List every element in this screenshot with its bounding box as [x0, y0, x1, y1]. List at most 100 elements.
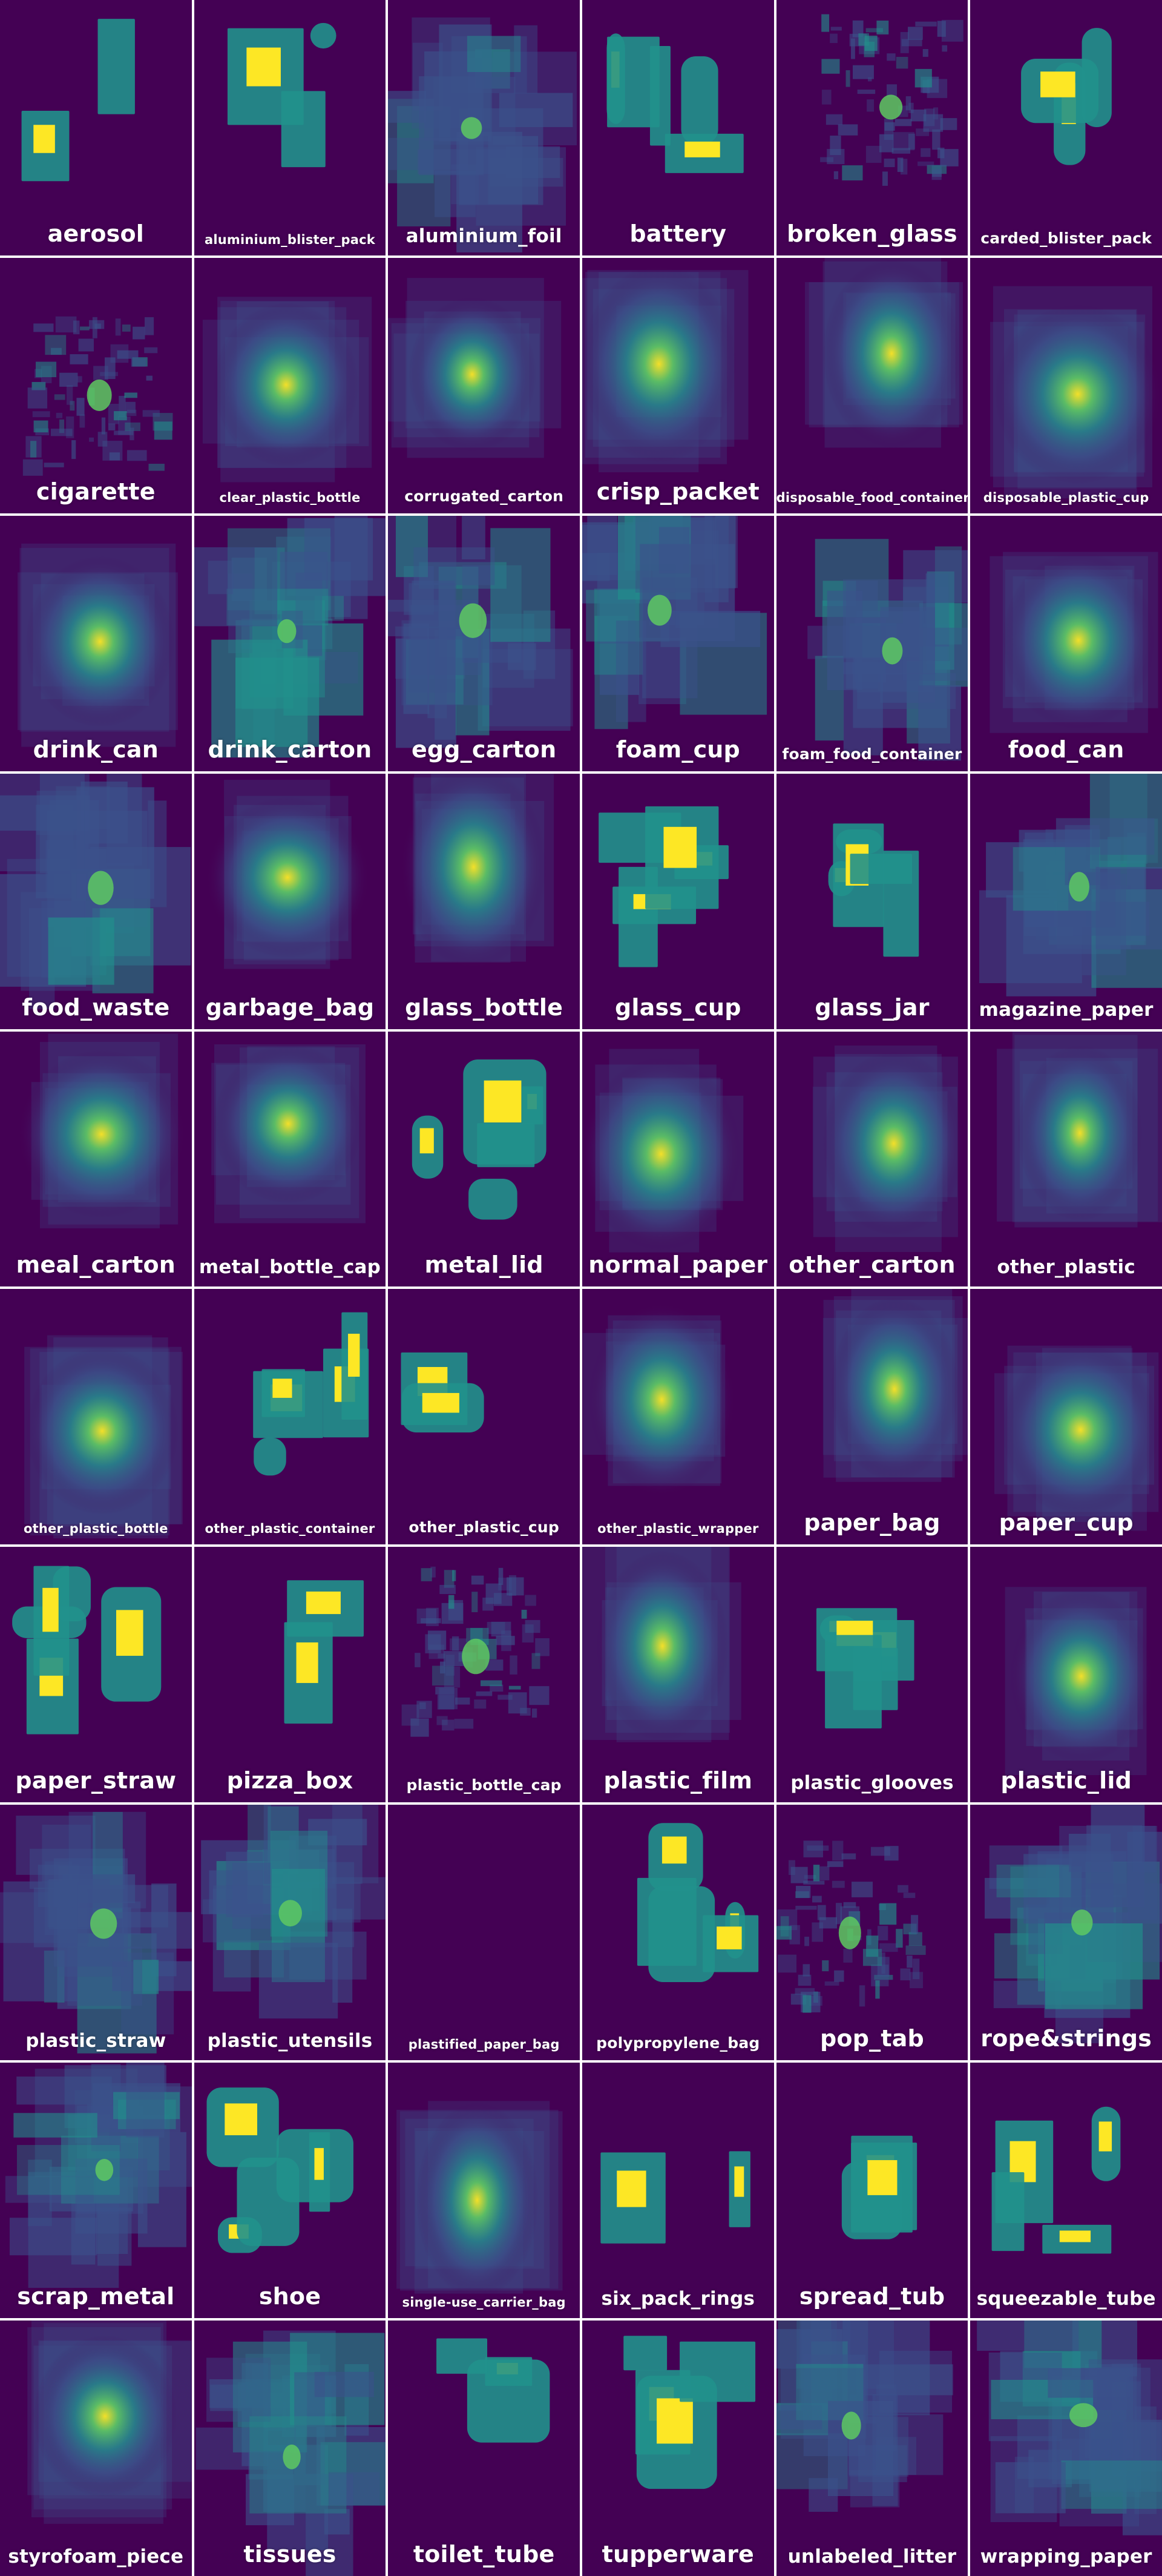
category-label: normal_paper: [588, 1251, 768, 1279]
heatmap-image: [202, 297, 372, 483]
category-label: meal_carton: [16, 1251, 176, 1279]
heatmap-cell: plastic_straw: [0, 1805, 192, 2061]
category-label: corrugated_carton: [404, 487, 564, 505]
heatmap-image: [816, 1608, 914, 1729]
heatmap-image: [776, 1840, 926, 2013]
heatmap-image: [997, 1031, 1162, 1228]
heatmap-image: [252, 1313, 369, 1476]
category-label: plastic_straw: [25, 2030, 166, 2052]
heatmap-cell: foam_cup: [582, 515, 774, 771]
heatmap-image: [582, 515, 767, 730]
category-label: aluminium_foil: [405, 225, 562, 247]
heatmap-image: [623, 2336, 756, 2489]
category-label: plastic_bottle_cap: [406, 1776, 562, 1794]
heatmap-cell: spread_tub: [776, 2063, 968, 2319]
category-label: crisp_packet: [596, 478, 760, 505]
category-label: other_plastic: [997, 1256, 1135, 1279]
heatmap-cell: normal_paper: [582, 1031, 774, 1287]
heatmap-image: [990, 550, 1158, 733]
heatmap-image: [977, 2321, 1162, 2535]
heatmap-image: [388, 1805, 580, 2060]
heatmap-cell: styrofoam_piece: [0, 2321, 192, 2576]
heatmap-image: [211, 1043, 366, 1224]
heatmap-image: [22, 316, 173, 476]
heatmap-image: [401, 1352, 484, 1433]
heatmap-image: [807, 539, 968, 761]
heatmap-image: [388, 515, 573, 748]
category-label: other_plastic_cup: [409, 1518, 559, 1537]
category-label: toilet_tube: [413, 2540, 555, 2568]
category-label: aluminium_blister_pack: [205, 232, 375, 247]
heatmap-image: [227, 22, 336, 168]
heatmap-image: [819, 14, 963, 186]
category-label: egg_carton: [411, 736, 557, 763]
heatmap-image: [195, 2330, 386, 2576]
heatmap-cell: paper_straw: [0, 1547, 192, 1803]
heatmap-cell: cigarette: [0, 257, 192, 513]
category-label: rope&strings: [980, 2025, 1152, 2052]
heatmap-cell: other_plastic_bottle: [0, 1289, 192, 1545]
category-label: disposable_food_container: [776, 490, 968, 505]
heatmap-cell: other_plastic: [970, 1031, 1162, 1287]
category-label: glass_jar: [815, 993, 930, 1021]
category-label: magazine_paper: [979, 998, 1154, 1021]
heatmap-image: [979, 773, 1162, 996]
category-label: tissues: [243, 2540, 336, 2568]
heatmap-cell: other_plastic_wrapper: [582, 1289, 774, 1545]
category-label: paper_straw: [15, 1767, 177, 1794]
heatmap-image: [599, 806, 729, 967]
heatmap-image: [582, 1547, 741, 1743]
heatmap-image: [582, 1303, 735, 1497]
heatmap-cell: plastic_bottle_cap: [388, 1547, 580, 1803]
category-label: tupperware: [602, 2540, 755, 2568]
heatmap-image: [776, 2321, 953, 2512]
heatmap-image: [27, 2321, 192, 2524]
heatmap-cell: glass_cup: [582, 773, 774, 1029]
heatmap-image: [582, 1049, 744, 1253]
heatmap-image: [582, 265, 749, 472]
heatmap-cell: scrap_metal: [0, 2063, 192, 2319]
heatmap-cell: metal_lid: [388, 1031, 580, 1287]
heatmap-cell: carded_blister_pack: [970, 0, 1162, 255]
category-label: glass_cup: [614, 993, 741, 1021]
heatmap-cell: meal_carton: [0, 1031, 192, 1287]
heatmap-cell: squeezable_tube: [970, 2063, 1162, 2319]
heatmap-cell: tupperware: [582, 2321, 774, 2576]
heatmap-image: [388, 278, 562, 458]
heatmap-cell: clear_plastic_bottle: [194, 257, 386, 513]
category-label: other_plastic_bottle: [24, 1521, 168, 1537]
heatmap-image: [401, 1567, 550, 1738]
category-label: polypropylene_bag: [596, 2034, 760, 2052]
heatmap-cell: toilet_tube: [388, 2321, 580, 2576]
category-label: plastic_utensils: [207, 2030, 373, 2052]
heatmap-image: [5, 2063, 192, 2288]
heatmap-cell: plastic_glooves: [776, 1547, 968, 1803]
heatmap-cell: plastified_paper_bag: [388, 1805, 580, 2061]
heatmap-cell: aluminium_foil: [388, 0, 580, 255]
heatmap-cell: other_plastic_container: [194, 1289, 386, 1545]
category-label: food_waste: [22, 993, 170, 1021]
category-label: shoe: [258, 2283, 321, 2310]
category-label: other_carton: [789, 1251, 956, 1279]
heatmap-cell: crisp_packet: [582, 257, 774, 513]
heatmap-image: [396, 2101, 563, 2299]
heatmap-cell: aerosol: [0, 0, 192, 255]
category-label: drink_carton: [208, 736, 372, 763]
heatmap-cell: corrugated_carton: [388, 257, 580, 513]
heatmap-cell: metal_bottle_cap: [194, 1031, 386, 1287]
category-label: glass_bottle: [405, 993, 563, 1021]
heatmap-cell: broken_glass: [776, 0, 968, 255]
category-label: carded_blister_pack: [980, 229, 1152, 247]
heatmap-image: [1021, 28, 1112, 165]
heatmap-cell: aluminium_blister_pack: [194, 0, 386, 255]
heatmap-image: [200, 1805, 386, 2019]
heatmap-cell: pizza_box: [194, 1547, 386, 1803]
category-label: food_can: [1008, 736, 1124, 763]
category-label: other_plastic_wrapper: [597, 1521, 759, 1537]
heatmap-image: [606, 33, 744, 173]
heatmap-image: [412, 1059, 547, 1220]
heatmap-cell: shoe: [194, 2063, 386, 2319]
heatmap-cell: single-use_carrier_bag: [388, 2063, 580, 2319]
heatmap-cell: drink_can: [0, 515, 192, 771]
